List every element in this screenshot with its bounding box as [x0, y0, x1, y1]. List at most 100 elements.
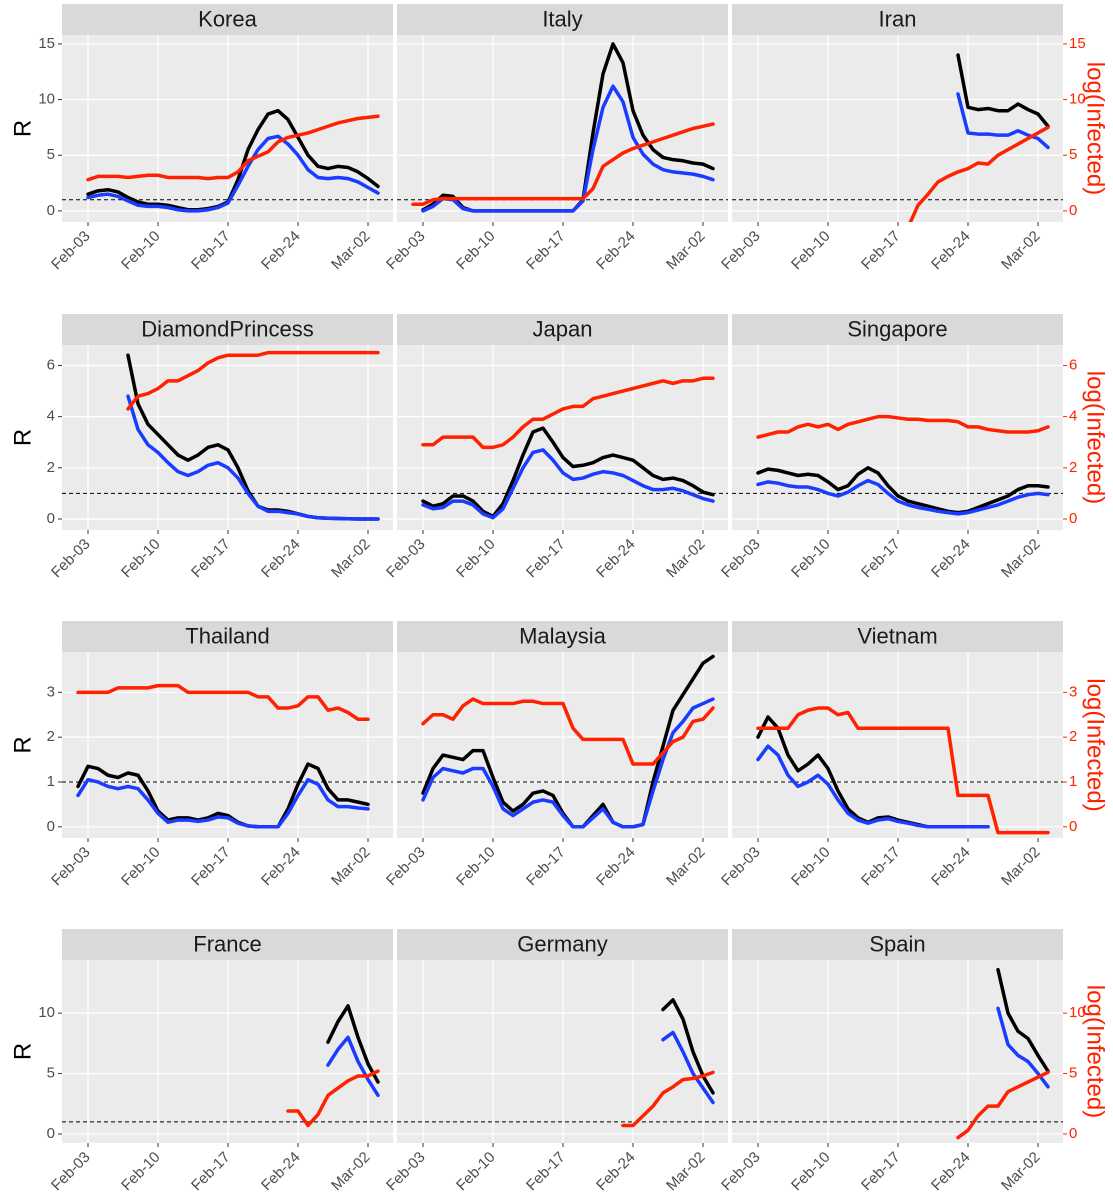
x-tick-label: Feb-10: [453, 844, 499, 890]
plot-area: [397, 998, 728, 1128]
x-tick-label: Mar-02: [998, 844, 1044, 890]
y-axis-title: R: [9, 736, 36, 753]
y2-tick-label: 6: [1069, 356, 1077, 373]
x-tick-label: Feb-17: [523, 536, 569, 582]
plot-area: [62, 350, 393, 521]
y2-tick-label: 2: [1069, 728, 1077, 745]
strip: [397, 929, 728, 960]
plot-area: [732, 414, 1063, 516]
x-tick-label: Feb-17: [188, 536, 234, 582]
strip: [732, 621, 1063, 652]
x-tick-label: Feb-24: [258, 536, 304, 582]
strip: [732, 314, 1063, 345]
x-tick-label: Feb-17: [858, 844, 904, 890]
panel-title: France: [193, 931, 261, 956]
panel-title: DiamondPrincess: [141, 316, 313, 341]
series-line: [756, 744, 990, 829]
series-line: [76, 762, 370, 829]
y-tick-label: 6: [47, 356, 55, 373]
x-tick-label: Mar-02: [663, 1149, 709, 1195]
x-tick-label: Feb-10: [788, 844, 834, 890]
panel-title: Italy: [542, 6, 582, 31]
y2-tick-label: 10: [1069, 91, 1086, 108]
x-tick-label: Mar-02: [663, 536, 709, 582]
y-axis-title: R: [9, 1043, 36, 1060]
x-tick-label: Feb-24: [593, 1149, 639, 1195]
x-tick-label: Feb-10: [453, 536, 499, 582]
x-tick-label: Feb-03: [718, 536, 764, 582]
panel: Thailand 0 1 2 3 Feb-03 Feb-10 Feb-17 Feb-24 Mar-…: [9, 621, 393, 889]
series-line: [756, 706, 1050, 835]
panel: Malaysia Feb-03 Feb-10 Feb-17 Feb-24 Mar-02: [383, 621, 728, 889]
y2-tick-label: 4: [1069, 408, 1077, 425]
panel: Germany Feb-03 Feb-10 Feb-17 Feb-24 Mar-02: [383, 929, 728, 1194]
panel: Italy Feb-03 Feb-10 Feb-17 Feb-24 Mar-02: [383, 4, 728, 273]
x-tick-label: Feb-03: [48, 228, 94, 274]
y2-tick-label: 2: [1069, 459, 1077, 476]
y2-tick-label: 5: [1069, 146, 1077, 163]
panel: France 0 5 10 Feb-03 Feb-10 Feb-17 Feb-24 Mar-02…: [9, 929, 393, 1194]
x-tick-label: Feb-03: [718, 1149, 764, 1195]
x-tick-label: Feb-17: [858, 228, 904, 274]
plot-area: [62, 1004, 393, 1128]
x-tick-label: Feb-17: [523, 228, 569, 274]
y2-axis-title: log(Infected): [1082, 985, 1109, 1118]
series-line: [661, 1030, 715, 1105]
x-tick-label: Feb-03: [383, 228, 429, 274]
y2-tick-label: 0: [1069, 818, 1077, 835]
x-tick-label: Feb-24: [928, 536, 974, 582]
panel-title: Germany: [517, 931, 607, 956]
x-tick-label: Feb-10: [453, 228, 499, 274]
y-tick-label: 3: [47, 683, 55, 700]
x-tick-label: Feb-17: [523, 844, 569, 890]
y-tick-label: 0: [47, 510, 55, 527]
plot-area: [397, 654, 728, 829]
y-tick-label: 0: [47, 202, 55, 219]
x-tick-label: Feb-10: [118, 844, 164, 890]
x-tick-label: Feb-24: [258, 1149, 304, 1195]
x-tick-label: Feb-17: [858, 1149, 904, 1195]
panel: Vietnam 0 1 2 3 Feb-03 Feb-10 Feb-17 Feb-24 Mar-0…: [718, 621, 1109, 889]
x-tick-label: Mar-02: [998, 1149, 1044, 1195]
series-line: [756, 478, 1050, 516]
x-tick-label: Feb-03: [383, 1149, 429, 1195]
y2-axis-title: log(Infected): [1082, 62, 1109, 195]
strip: [62, 621, 393, 652]
y2-tick-label: 5: [1069, 1065, 1077, 1082]
x-tick-label: Mar-02: [328, 844, 374, 890]
series-line: [756, 414, 1050, 439]
series-line: [908, 125, 1050, 222]
plot-area: [62, 108, 393, 213]
x-tick-label: Feb-24: [593, 844, 639, 890]
x-tick-label: Feb-03: [718, 228, 764, 274]
panel: DiamondPrincess 0 2 4 6 Feb-03 Feb-10 Feb-17 Feb…: [9, 314, 393, 581]
strip: [397, 4, 728, 35]
x-tick-label: Feb-10: [118, 1149, 164, 1195]
series-line: [86, 134, 380, 213]
panel-title: Japan: [533, 316, 593, 341]
x-tick-label: Feb-17: [188, 844, 234, 890]
panel: Spain 0 5 10 Feb-03 Feb-10 Feb-17 Feb-24 Mar-02 l…: [718, 929, 1109, 1194]
y2-tick-label: 0: [1069, 510, 1077, 527]
series-line: [956, 1070, 1050, 1140]
strip: [732, 4, 1063, 35]
y-tick-label: 5: [47, 1065, 55, 1082]
panel-title: Thailand: [185, 623, 269, 648]
x-tick-label: Feb-17: [188, 1149, 234, 1195]
x-tick-label: Feb-17: [188, 228, 234, 274]
x-tick-label: Feb-10: [788, 228, 834, 274]
y2-tick-label: 10: [1069, 1004, 1086, 1021]
y-tick-label: 5: [47, 146, 55, 163]
y-tick-label: 0: [47, 1125, 55, 1142]
y2-tick-label: 3: [1069, 683, 1077, 700]
series-line: [621, 1070, 715, 1128]
y-tick-label: 2: [47, 728, 55, 745]
plot-area: [62, 683, 393, 829]
strip: [62, 314, 393, 345]
x-tick-label: Feb-24: [258, 844, 304, 890]
x-tick-label: Feb-10: [118, 536, 164, 582]
x-tick-label: Mar-02: [998, 536, 1044, 582]
panel-title: Korea: [198, 6, 257, 31]
x-tick-label: Feb-24: [258, 228, 304, 274]
